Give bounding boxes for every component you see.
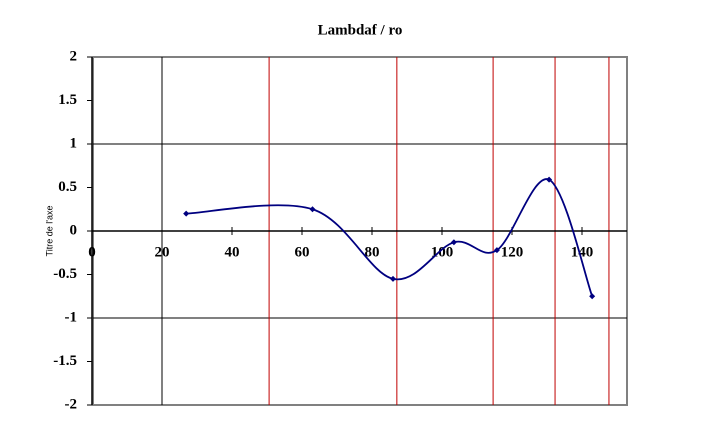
data-point	[493, 247, 500, 254]
x-tick-label: 80	[365, 244, 380, 260]
y-tick-label: 2	[70, 48, 78, 64]
y-tick-label: 1	[70, 135, 78, 151]
y-tick-label: 0.5	[58, 179, 77, 195]
x-tick-label: 20	[155, 244, 170, 260]
x-tick-label: 100	[431, 244, 454, 260]
y-tick-label: -0.5	[53, 266, 77, 282]
data-point	[589, 293, 596, 300]
data-line	[186, 178, 593, 297]
y-tick-label: -1.5	[53, 353, 77, 369]
y-tick-label: 0	[70, 222, 78, 238]
data-point	[183, 210, 190, 217]
y-tick-label: -2	[65, 396, 78, 412]
x-tick-label: 40	[225, 244, 240, 260]
data-point	[450, 239, 457, 246]
x-tick-label: 60	[295, 244, 310, 260]
y-axis-title: Titre de l'axe	[44, 206, 54, 257]
data-point	[309, 206, 316, 213]
x-tick-label: 140	[571, 244, 594, 260]
y-tick-label: -1	[65, 309, 78, 325]
x-tick-label: 120	[501, 244, 524, 260]
x-tick-label: 0	[88, 244, 96, 260]
chart-title: Lambdaf / ro	[318, 22, 403, 38]
data-point	[390, 275, 396, 282]
y-tick-label: 1.5	[58, 92, 77, 108]
data-point	[546, 176, 553, 183]
